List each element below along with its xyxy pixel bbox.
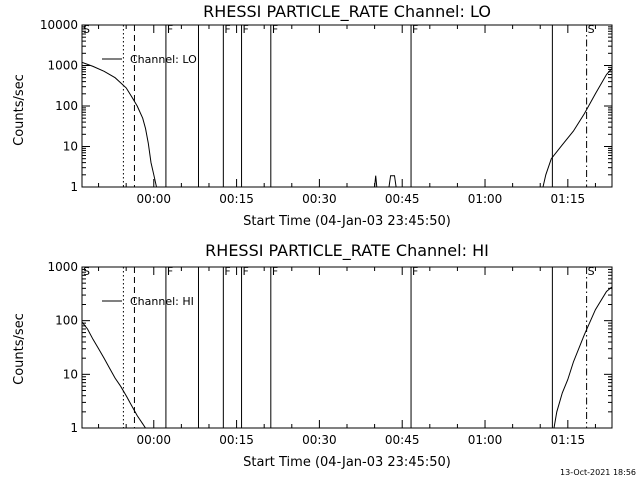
y-axis-label: Counts/sec xyxy=(12,313,27,385)
y-tick-label: 10000 xyxy=(40,18,78,32)
y-tick-label: 10 xyxy=(63,367,78,381)
panel-lo: RHESSI PARTICLE_RATE Channel: LO Start T… xyxy=(12,2,613,229)
corner-label: S xyxy=(83,23,90,36)
x-tick-label: 00:15 xyxy=(219,433,254,447)
event-marker-label: F xyxy=(167,23,173,36)
y-tick-label: 100 xyxy=(55,314,78,328)
event-marker-label: F xyxy=(224,265,230,278)
event-marker-label: F xyxy=(412,23,418,36)
x-tick-label: 00:00 xyxy=(136,433,171,447)
event-marker-label: F xyxy=(167,265,173,278)
legend-label: Channel: HI xyxy=(130,295,194,308)
event-marker-label: S xyxy=(588,265,595,278)
x-axis-label: Start Time (04-Jan-03 23:45:50) xyxy=(243,214,451,229)
y-tick-label: 1 xyxy=(70,180,78,194)
y-tick-label: 100 xyxy=(55,99,78,113)
series-line xyxy=(542,67,612,187)
x-tick-label: 00:00 xyxy=(136,192,171,206)
y-tick-label: 1 xyxy=(70,421,78,435)
x-tick-label: 00:45 xyxy=(385,192,420,206)
series-line xyxy=(82,321,146,428)
chart-title: RHESSI PARTICLE_RATE Channel: HI xyxy=(205,241,489,261)
x-tick-label: 01:00 xyxy=(468,192,503,206)
x-tick-label: 01:00 xyxy=(468,433,503,447)
timestamp: 13-Oct-2021 18:56 xyxy=(560,468,636,477)
series-line xyxy=(553,286,612,428)
panel-hi: RHESSI PARTICLE_RATE Channel: HI Start T… xyxy=(12,241,613,470)
event-marker-label: F xyxy=(412,265,418,278)
event-marker-label: F xyxy=(243,265,249,278)
event-marker-label: F xyxy=(272,23,278,36)
legend-label: Channel: LO xyxy=(130,53,197,66)
series-line xyxy=(388,175,397,187)
x-tick-label: 01:15 xyxy=(551,433,586,447)
event-marker-label: F xyxy=(243,23,249,36)
x-tick-label: 00:30 xyxy=(302,192,337,206)
y-tick-label: 10 xyxy=(63,140,78,154)
x-tick-label: 00:30 xyxy=(302,433,337,447)
x-tick-label: 01:15 xyxy=(551,192,586,206)
plot-frame xyxy=(81,266,613,429)
series-line xyxy=(82,61,157,187)
y-axis-label: Counts/sec xyxy=(12,74,27,146)
chart-title: RHESSI PARTICLE_RATE Channel: LO xyxy=(203,2,491,22)
y-tick-label: 1000 xyxy=(47,59,78,73)
event-marker-label: F xyxy=(224,23,230,36)
event-marker-label: S xyxy=(588,23,595,36)
event-marker-label: F xyxy=(272,265,278,278)
plot-frame xyxy=(81,24,613,188)
corner-label: S xyxy=(83,265,90,278)
x-axis-label: Start Time (04-Jan-03 23:45:50) xyxy=(243,455,451,470)
y-tick-label: 1000 xyxy=(47,260,78,274)
series-line xyxy=(374,175,378,187)
x-tick-label: 00:45 xyxy=(385,433,420,447)
x-tick-label: 00:15 xyxy=(219,192,254,206)
